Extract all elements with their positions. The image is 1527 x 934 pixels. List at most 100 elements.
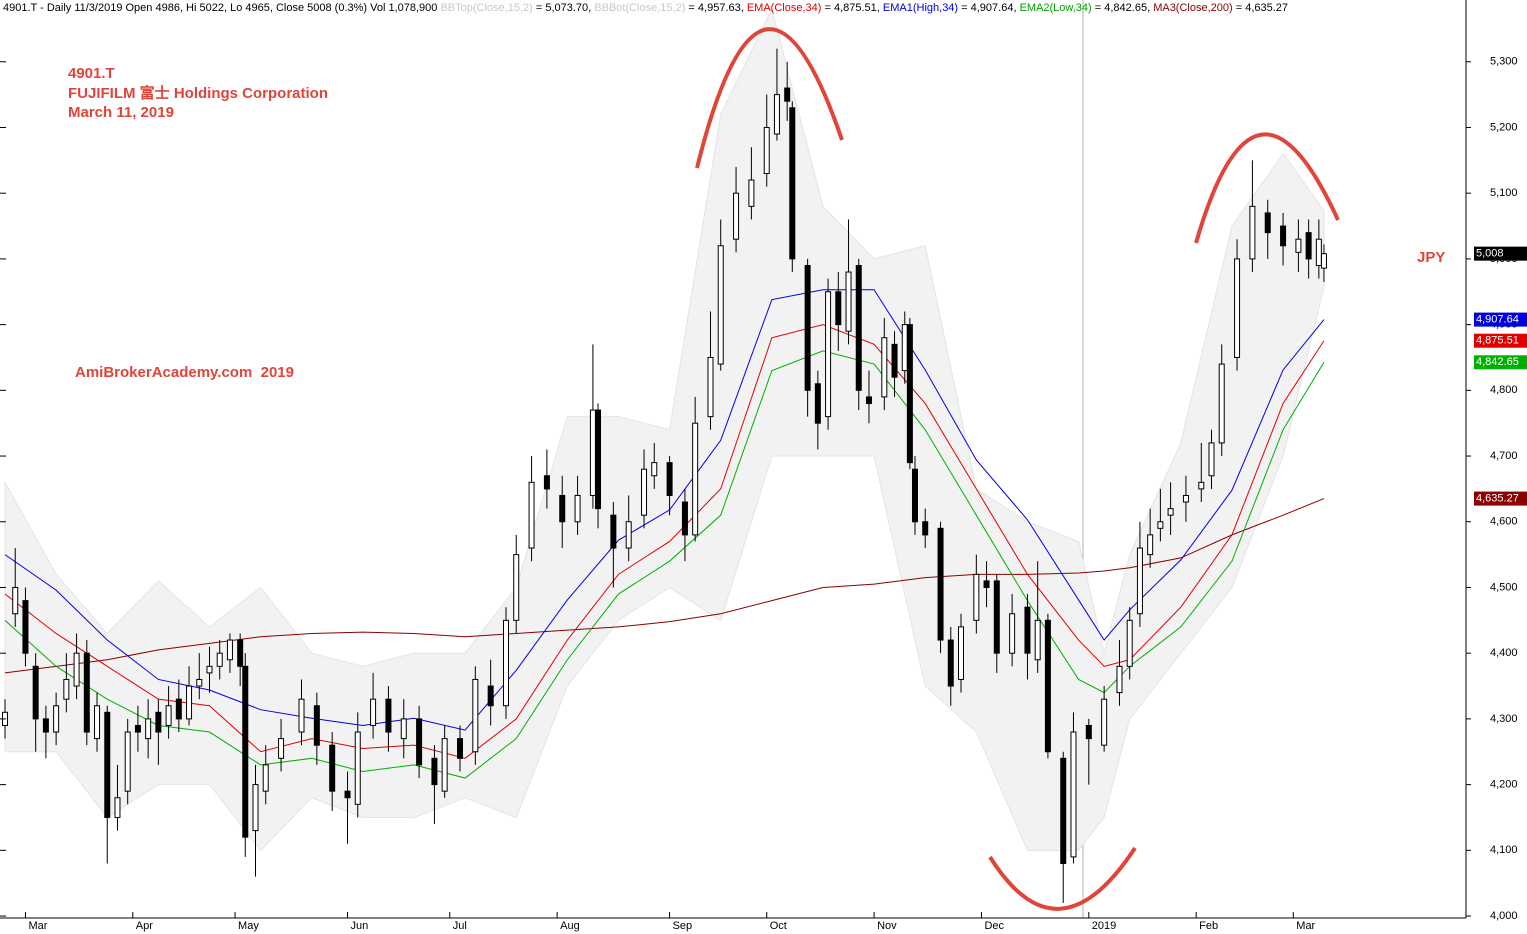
candle-body [104,711,111,818]
candle-body [1208,442,1215,477]
candle-body [957,626,964,680]
candle-body [83,652,90,733]
candle-body [134,724,141,733]
candle-body [124,731,131,792]
candle-body [1034,619,1041,661]
candle-body [385,698,392,733]
header: 4901.T - Daily 11/3/2019 Open 4986, Hi 5… [3,2,1288,14]
candle-body [155,711,162,733]
candle-body [252,784,259,832]
candle-body [1060,757,1067,864]
candle-body [1182,494,1189,503]
bottom-arc [988,846,1137,911]
candle-body [1101,698,1108,746]
candle-body [881,337,888,398]
candle-body [1234,258,1241,358]
candle-body [22,600,29,654]
candle-body [784,87,791,102]
candle-body [773,94,780,135]
candle-body [278,738,285,759]
candle-body [431,757,438,786]
candle-body [186,685,193,720]
candle-body [503,619,510,707]
header-part: MA3(Close,200) [1153,2,1232,14]
candle-body [1070,731,1077,858]
candle-body [574,494,581,523]
candle-body [1085,724,1092,740]
x-tick-label: Mar [28,920,47,932]
candle-body [32,665,39,720]
candle-body [641,468,648,516]
header-part: EMA1(High,34) [883,2,958,14]
candle-body [513,554,520,621]
header-part: BBTop(Close,15,2) [440,2,532,14]
candle-body [487,685,494,707]
candle-body [237,639,244,667]
x-tick-label: Nov [877,920,897,932]
candle-body [456,738,463,759]
candle-body [1305,232,1312,260]
candle-body [53,705,60,733]
candle-body [733,192,740,240]
value-badge-label: 5,008 [1476,248,1504,260]
candle-body [666,462,673,496]
x-tick-label: Jul [453,920,467,932]
candle-body [835,291,842,326]
candle-body [906,324,913,464]
header-part: = 4,842.65, [1092,2,1153,14]
candle-body [528,481,535,549]
x-tick-label: Mar [1296,920,1315,932]
candle-body [354,731,361,805]
candle-body [993,580,1000,654]
candle-body [845,271,852,332]
candle-body [1264,212,1271,234]
header-part: EMA(Close,34) [747,2,822,14]
value-badge [1474,491,1527,506]
header-part: = 4,635.27 [1233,2,1288,14]
candle-body [1218,363,1225,444]
candle-body [370,698,377,726]
x-tick-label: Jun [351,920,369,932]
candle-body [865,396,872,404]
candle-body [313,705,320,746]
candle-body [63,678,70,700]
bollinger-band [4,7,1325,852]
y-tick-label: 5,300 [1490,56,1518,68]
candle-body [763,126,770,174]
top-arc [695,27,844,169]
x-tick-label: 2019 [1092,920,1116,932]
watermark: AmiBrokerAcademy.com 2019 [75,364,294,381]
candle-body [472,678,479,753]
value-badge-label: 4,907.64 [1476,314,1519,326]
candle-body [973,573,980,621]
candle-body [1280,225,1287,247]
symbol: 4901.T [68,65,115,82]
y-tick-label: 4,300 [1490,713,1518,725]
candle-body [1024,606,1031,654]
header-part: BBBot(Close,15,2) [594,2,685,14]
date: March 11, 2019 [68,104,174,121]
candle-body [416,718,423,766]
candle-body [983,580,990,588]
candle-body [692,422,699,536]
candle-body [911,468,918,523]
y-tick-label: 4,200 [1490,779,1518,791]
candle-body [242,665,249,838]
y-tick-label: 4,700 [1490,450,1518,462]
header-part: 4901.T - Daily 11/3/2019 Open 4986, Hi 5… [3,2,440,14]
candle-body [196,678,203,687]
value-badge [1474,246,1527,261]
candle-body [1044,619,1051,753]
candle-body [441,738,448,792]
candle-body [1295,238,1302,253]
header-part: = 4,907.64, [958,2,1019,14]
header-part: = 5,073.70, [533,2,594,14]
candle-body [825,291,832,418]
candle-body [1147,534,1154,556]
candle-body [329,744,336,792]
header-part: = 4,875.51, [821,2,882,14]
candle-body [1320,253,1327,269]
candle-body [1136,547,1143,615]
candle-body [344,790,351,799]
candle-body [1009,613,1016,654]
